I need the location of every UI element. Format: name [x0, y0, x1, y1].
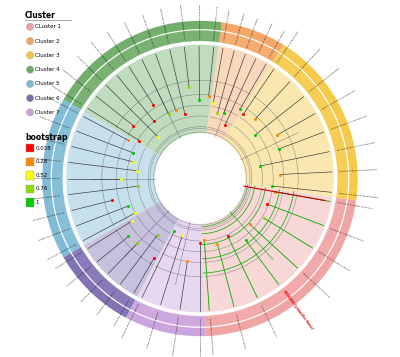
- Wedge shape: [84, 178, 200, 297]
- Text: KT431236 Bacillus licheniformis: KT431236 Bacillus licheniformis: [278, 31, 300, 63]
- Text: 0.038: 0.038: [36, 146, 52, 151]
- Wedge shape: [72, 247, 136, 309]
- Text: MT285340 Paenibacillus sp.: MT285340 Paenibacillus sp.: [32, 212, 65, 221]
- Text: KP318126 Paenibacillus sp.: KP318126 Paenibacillus sp.: [28, 178, 60, 179]
- Text: MH827270 Paenibacillus sp.: MH827270 Paenibacillus sp.: [38, 228, 70, 241]
- Text: KP209556 Bacillus cereus: KP209556 Bacillus cereus: [68, 266, 92, 286]
- Text: MK302283 Pseudobacillus sp.: MK302283 Pseudobacillus sp.: [198, 4, 200, 39]
- Circle shape: [155, 134, 245, 223]
- Text: KP573254 Bacillus subtilis: KP573254 Bacillus subtilis: [269, 30, 286, 58]
- FancyBboxPatch shape: [26, 158, 34, 166]
- Text: MT252906 Bacillus cereus: MT252906 Bacillus cereus: [81, 278, 104, 302]
- Text: ON937291 Cytobacillus firmus: ON937291 Cytobacillus firmus: [302, 272, 330, 298]
- Text: MK748531 Bacillus subtilis: MK748531 Bacillus subtilis: [247, 17, 259, 47]
- Text: ON342808 Cytobacillus firmus*: ON342808 Cytobacillus firmus*: [282, 290, 314, 331]
- Wedge shape: [200, 178, 332, 312]
- Text: Cluster 7: Cluster 7: [35, 110, 60, 115]
- Text: KP668550 Bacillus cereus: KP668550 Bacillus cereus: [97, 290, 116, 315]
- Wedge shape: [273, 53, 348, 199]
- Text: KP600186 Bacillus licheniformis: KP600186 Bacillus licheniformis: [309, 68, 340, 92]
- Text: MT314283 Cytobacillus firmus: MT314283 Cytobacillus firmus: [209, 318, 213, 354]
- Text: KP662332 Pseudobacillus sp.: KP662332 Pseudobacillus sp.: [123, 22, 139, 53]
- Circle shape: [26, 52, 34, 59]
- Text: Cluster 4: Cluster 4: [35, 67, 60, 72]
- Text: Cluster 2: Cluster 2: [35, 39, 60, 44]
- Text: Cluster: Cluster: [25, 11, 56, 20]
- FancyBboxPatch shape: [26, 198, 34, 207]
- Wedge shape: [205, 198, 347, 327]
- Text: KT691723 Bacillus licheniformis: KT691723 Bacillus licheniformis: [294, 48, 321, 76]
- Text: Cluster 6: Cluster 6: [35, 96, 60, 101]
- Circle shape: [26, 109, 34, 116]
- Text: MT547600 Bacillus thuringiensis: MT547600 Bacillus thuringiensis: [199, 318, 201, 357]
- Text: MT291335 Bacillus licheniformis: MT291335 Bacillus licheniformis: [336, 142, 375, 151]
- FancyBboxPatch shape: [26, 171, 34, 180]
- Text: MK421879 Bacillus licheniformis: MK421879 Bacillus licheniformis: [330, 115, 367, 130]
- Text: KT516880 Cytobacillus firmus: KT516880 Cytobacillus firmus: [235, 313, 246, 348]
- Text: MK798361 Bacillus subtilis: MK798361 Bacillus subtilis: [258, 23, 273, 52]
- Text: Cluster 3: Cluster 3: [35, 53, 60, 58]
- Text: MT424767 Paenibacillus sp.: MT424767 Paenibacillus sp.: [47, 243, 77, 260]
- Text: 1: 1: [36, 200, 39, 205]
- Text: MN210268 Bacillus licheniformis: MN210268 Bacillus licheniformis: [339, 192, 378, 198]
- Circle shape: [26, 95, 34, 102]
- Text: MH894824 Pseudobacillus sp.: MH894824 Pseudobacillus sp.: [51, 85, 82, 105]
- Wedge shape: [130, 300, 205, 327]
- Text: 0.28: 0.28: [36, 159, 48, 164]
- Text: KX713333 Cytobacillus firmus: KX713333 Cytobacillus firmus: [337, 202, 373, 210]
- Text: 0.52: 0.52: [36, 173, 48, 178]
- Text: LC788519 Pseudobacillus sp.: LC788519 Pseudobacillus sp.: [76, 55, 101, 80]
- Text: KT556551 Paenibacillus sp.: KT556551 Paenibacillus sp.: [39, 116, 70, 129]
- Text: LC325281 Cytobacillus firmus: LC325281 Cytobacillus firmus: [260, 304, 276, 337]
- Text: ON234633 Pseudobacillus sp.: ON234633 Pseudobacillus sp.: [62, 69, 91, 92]
- Text: ON314176 Bacillus licheniformis: ON314176 Bacillus licheniformis: [321, 90, 356, 110]
- Text: LC451279 Paenibacillus sp.: LC451279 Paenibacillus sp.: [48, 97, 77, 114]
- Text: Cluster 5: Cluster 5: [35, 81, 60, 86]
- Text: LC314020 Paenibacillus sp.: LC314020 Paenibacillus sp.: [29, 157, 62, 162]
- Text: MH722794 Cytobacillus firmus: MH722794 Cytobacillus firmus: [318, 251, 350, 272]
- Circle shape: [26, 80, 34, 87]
- Circle shape: [26, 23, 34, 30]
- FancyBboxPatch shape: [26, 185, 34, 193]
- Text: ON448951 Pseudobacillus sp.: ON448951 Pseudobacillus sp.: [141, 14, 154, 47]
- Text: KT869598 Paenibacillus sp.: KT869598 Paenibacillus sp.: [29, 195, 62, 200]
- Wedge shape: [200, 65, 334, 197]
- Text: MN265838 Bacillus thuringiensis: MN265838 Bacillus thuringiensis: [172, 316, 180, 355]
- Text: LC560337 Bacillus subtilis: LC560337 Bacillus subtilis: [224, 10, 230, 41]
- Wedge shape: [66, 111, 200, 246]
- Text: KP502690 Bacillus thuringiensis: KP502690 Bacillus thuringiensis: [122, 304, 139, 338]
- FancyBboxPatch shape: [26, 144, 34, 152]
- Circle shape: [26, 37, 34, 45]
- Text: KX864469 Pseudobacillus sp.: KX864469 Pseudobacillus sp.: [214, 5, 219, 40]
- Circle shape: [26, 66, 34, 73]
- Wedge shape: [72, 30, 221, 110]
- Text: KT621430 Bacillus licheniformis: KT621430 Bacillus licheniformis: [339, 169, 377, 172]
- Text: KP890180 Bacillus thuringiensis: KP890180 Bacillus thuringiensis: [146, 312, 159, 348]
- Text: MN320884 Pseudobacillus sp.: MN320884 Pseudobacillus sp.: [160, 8, 169, 43]
- Text: KX561079 Cytobacillus firmus: KX561079 Cytobacillus firmus: [330, 228, 364, 242]
- Text: KP402918 Pseudobacillus sp.: KP402918 Pseudobacillus sp.: [106, 31, 126, 61]
- Text: 0.76: 0.76: [36, 186, 48, 191]
- Text: KX515515 Bacillus cereus: KX515515 Bacillus cereus: [55, 252, 82, 269]
- Text: MN748663 Pseudobacillus sp.: MN748663 Pseudobacillus sp.: [90, 41, 113, 70]
- Text: MH672843 Bacillus subtilis: MH672843 Bacillus subtilis: [236, 12, 245, 44]
- Text: bootstrap: bootstrap: [25, 133, 68, 142]
- Text: MN664685 Pseudobacillus sp.: MN664685 Pseudobacillus sp.: [179, 4, 184, 40]
- Text: CLuster 1: CLuster 1: [35, 24, 61, 29]
- Wedge shape: [137, 178, 205, 312]
- Text: KP554589 Bacillus cereus: KP554589 Bacillus cereus: [114, 299, 131, 326]
- Wedge shape: [52, 104, 81, 253]
- Text: LC591234 Paenibacillus sp.: LC591234 Paenibacillus sp.: [33, 136, 65, 145]
- Wedge shape: [200, 46, 271, 178]
- Wedge shape: [84, 45, 219, 178]
- Wedge shape: [219, 32, 278, 62]
